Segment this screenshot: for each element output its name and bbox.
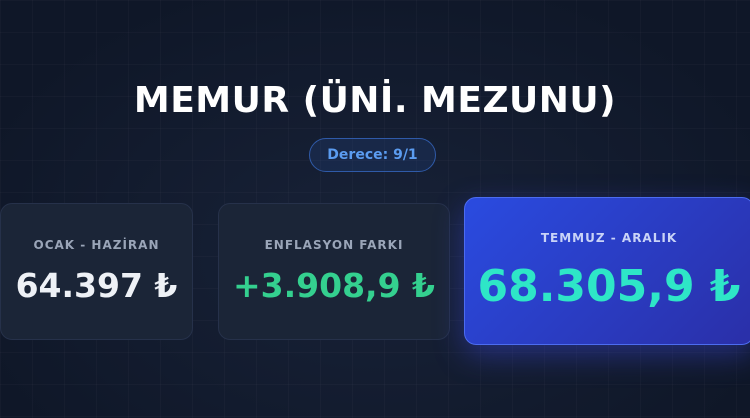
card-value: +3.908,9 ₺ xyxy=(233,266,435,305)
card-label: TEMMUZ - ARALIK xyxy=(540,230,678,245)
card-first-half: OCAK - HAZİRAN 64.397 ₺ xyxy=(0,203,193,340)
card-value: 68.305,9 ₺ xyxy=(477,260,741,312)
card-second-half: TEMMUZ - ARALIK 68.305,9 ₺ xyxy=(464,197,750,345)
page-title: MEMUR (ÜNİ. MEZUNU) xyxy=(133,80,617,121)
card-label: ENFLASYON FARKI xyxy=(264,238,404,252)
grade-badge: Derece: 9/1 xyxy=(309,138,436,172)
card-inflation-diff: ENFLASYON FARKI +3.908,9 ₺ xyxy=(218,203,450,340)
card-label: OCAK - HAZİRAN xyxy=(33,238,160,252)
card-value: 64.397 ₺ xyxy=(15,266,178,305)
